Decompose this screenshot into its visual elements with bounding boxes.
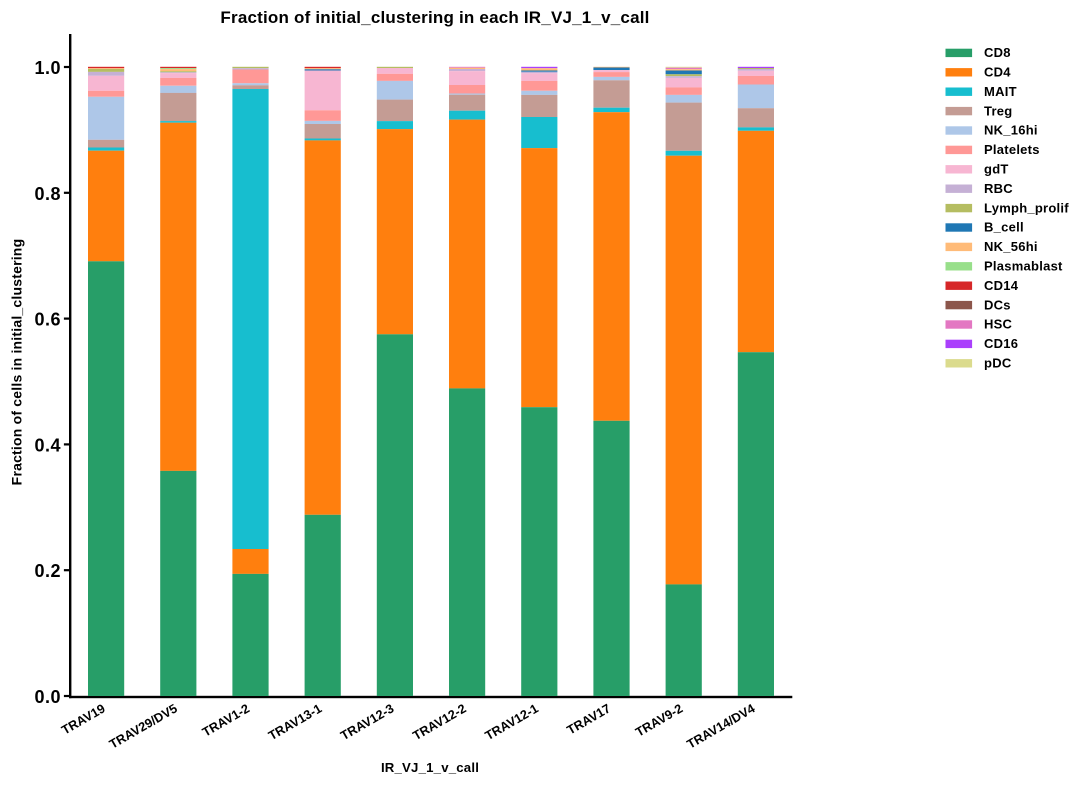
svg-text:0.8: 0.8 bbox=[34, 184, 61, 204]
svg-text:HSC: HSC bbox=[984, 317, 1013, 332]
svg-text:NK_16hi: NK_16hi bbox=[984, 123, 1038, 138]
svg-text:RBC: RBC bbox=[984, 181, 1013, 196]
svg-text:gdT: gdT bbox=[984, 162, 1009, 177]
svg-text:CD14: CD14 bbox=[984, 278, 1019, 293]
svg-text:0.6: 0.6 bbox=[34, 310, 61, 330]
svg-text:IR_VJ_1_v_call: IR_VJ_1_v_call bbox=[381, 760, 479, 775]
svg-text:B_cell: B_cell bbox=[984, 220, 1024, 235]
svg-text:0.4: 0.4 bbox=[34, 435, 61, 455]
svg-text:CD4: CD4 bbox=[984, 65, 1011, 80]
svg-text:MAIT: MAIT bbox=[984, 84, 1017, 99]
svg-text:DCs: DCs bbox=[984, 297, 1011, 312]
svg-text:Fraction of cells in initial_c: Fraction of cells in initial_clustering bbox=[9, 239, 25, 486]
svg-text:CD8: CD8 bbox=[984, 45, 1011, 60]
svg-text:Platelets: Platelets bbox=[984, 142, 1040, 157]
svg-text:Lymph_prolif: Lymph_prolif bbox=[984, 200, 1069, 215]
svg-text:Treg: Treg bbox=[984, 103, 1012, 118]
svg-text:Fraction of initial_clustering: Fraction of initial_clustering in each I… bbox=[220, 8, 649, 27]
svg-text:CD16: CD16 bbox=[984, 336, 1018, 351]
svg-text:NK_56hi: NK_56hi bbox=[984, 239, 1038, 254]
svg-text:0.2: 0.2 bbox=[34, 561, 61, 581]
svg-text:pDC: pDC bbox=[984, 356, 1012, 371]
svg-text:Plasmablast: Plasmablast bbox=[984, 259, 1063, 274]
svg-text:0.0: 0.0 bbox=[34, 687, 61, 707]
svg-text:1.0: 1.0 bbox=[34, 58, 61, 78]
